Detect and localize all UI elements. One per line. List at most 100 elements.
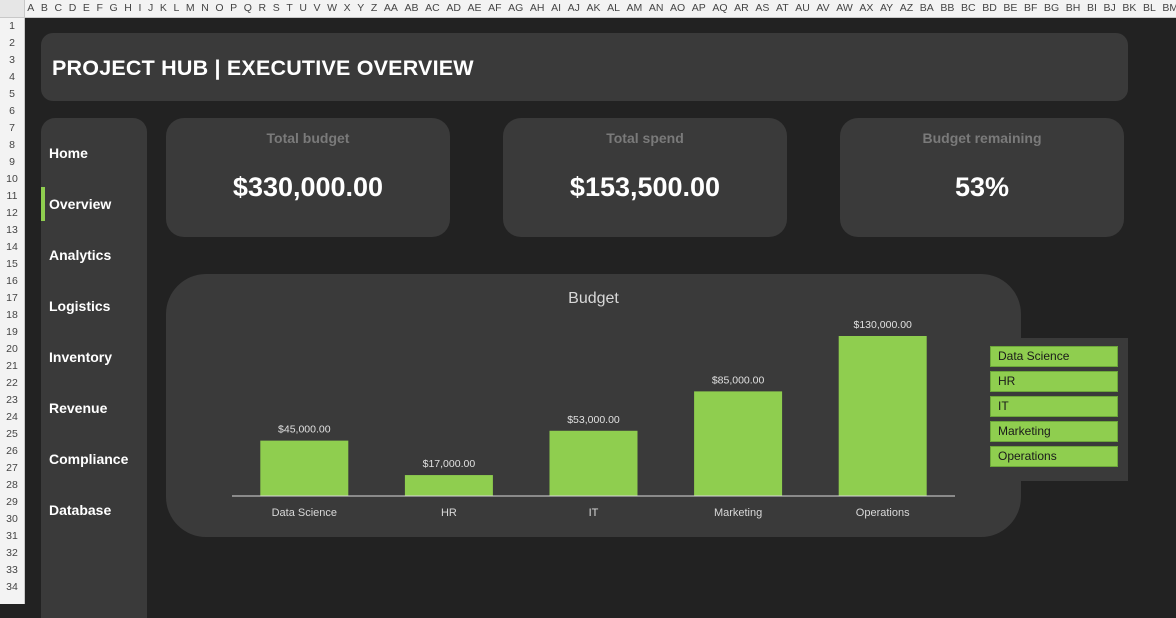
column-header-cell[interactable]: BM <box>1162 2 1176 14</box>
row-header-cell[interactable]: 28 <box>6 479 18 491</box>
column-header-cell[interactable]: G <box>109 2 118 14</box>
column-header-cell[interactable]: Q <box>243 2 252 14</box>
column-header-cell[interactable]: M <box>185 2 195 14</box>
column-header-cell[interactable]: AX <box>859 2 874 14</box>
column-header-cell[interactable]: AW <box>836 2 853 14</box>
column-header-cell[interactable]: AC <box>425 2 440 14</box>
column-header-cell[interactable]: AT <box>775 2 789 14</box>
column-header-cell[interactable]: P <box>230 2 238 14</box>
column-header-cell[interactable]: AO <box>670 2 686 14</box>
nav-item-inventory[interactable]: Inventory <box>49 349 113 365</box>
column-header-cell[interactable]: AB <box>404 2 419 14</box>
chart-legend[interactable]: Data Science HR IT Marketing Operations <box>982 338 1128 481</box>
column-header-cell[interactable]: A <box>27 2 35 14</box>
row-header-cell[interactable]: 31 <box>6 530 18 542</box>
column-header-cell[interactable]: E <box>82 2 90 14</box>
column-header-cell[interactable]: AH <box>529 2 545 14</box>
column-header-cell[interactable]: J <box>147 2 154 14</box>
column-header-cell[interactable]: AP <box>691 2 706 14</box>
nav-item-analytics[interactable]: Analytics <box>49 247 112 263</box>
column-header-cell[interactable]: AL <box>607 2 620 14</box>
column-header-cell[interactable]: AV <box>816 2 830 14</box>
column-header-cell[interactable]: BC <box>961 2 976 14</box>
chart-bar[interactable] <box>549 430 638 496</box>
row-header-cell[interactable]: 17 <box>6 292 18 304</box>
row-header-cell[interactable]: 2 <box>9 37 15 49</box>
chart-bar[interactable] <box>838 336 927 496</box>
nav-item-database[interactable]: Database <box>49 502 112 518</box>
column-header-cell[interactable]: T <box>286 2 293 14</box>
column-header-cell[interactable]: BH <box>1065 2 1081 14</box>
row-header-cell[interactable]: 9 <box>9 156 15 168</box>
column-header-cell[interactable]: V <box>313 2 321 14</box>
column-header-cell[interactable]: BA <box>919 2 934 14</box>
column-header-cell[interactable]: R <box>258 2 267 14</box>
column-header-cell[interactable]: Y <box>357 2 365 14</box>
row-header-cell[interactable]: 4 <box>9 71 15 83</box>
legend-item[interactable]: Marketing <box>990 421 1118 442</box>
row-header-cell[interactable]: 15 <box>6 258 18 270</box>
column-header-cell[interactable]: BB <box>940 2 955 14</box>
column-header-cell[interactable]: AF <box>488 2 502 14</box>
column-header-cell[interactable]: AY <box>879 2 894 14</box>
row-header-cell[interactable]: 20 <box>6 343 18 355</box>
legend-item[interactable]: Data Science <box>990 346 1118 367</box>
column-header-cell[interactable]: N <box>201 2 209 14</box>
row-header-cell[interactable]: 5 <box>9 88 15 100</box>
select-all-corner[interactable] <box>0 0 25 17</box>
row-header-cell[interactable]: 21 <box>6 360 18 372</box>
row-header-cell[interactable]: 12 <box>6 207 18 219</box>
row-header-cell[interactable]: 1 <box>9 20 15 32</box>
column-header-cell[interactable]: AS <box>755 2 770 14</box>
row-header-cell[interactable]: 3 <box>9 54 15 66</box>
column-header-cell[interactable]: AZ <box>899 2 914 14</box>
legend-item[interactable]: Operations <box>990 446 1118 467</box>
row-header-cell[interactable]: 32 <box>6 547 18 559</box>
column-header-cell[interactable]: D <box>68 2 77 14</box>
column-header-cell[interactable]: AN <box>648 2 664 14</box>
column-header-cell[interactable]: BK <box>1122 2 1137 14</box>
column-header-cell[interactable]: W <box>327 2 338 14</box>
nav-item-overview[interactable]: Overview <box>49 196 112 212</box>
row-header-cell[interactable]: 16 <box>6 275 18 287</box>
column-header-cell[interactable]: AK <box>586 2 601 14</box>
column-header-cell[interactable]: B <box>40 2 48 14</box>
row-header-cell[interactable]: 18 <box>6 309 18 321</box>
column-header-cell[interactable]: AE <box>467 2 482 14</box>
row-header-cell[interactable]: 19 <box>6 326 18 338</box>
row-header-cell[interactable]: 8 <box>9 139 15 151</box>
column-header-cell[interactable]: AA <box>383 2 398 14</box>
row-header-cell[interactable]: 34 <box>6 581 18 593</box>
budget-chart-panel[interactable]: Budget $45,000.00 Data Science $17,000.00 H… <box>166 274 1021 537</box>
nav-item-home[interactable]: Home <box>49 145 88 161</box>
chart-bar[interactable] <box>404 475 493 496</box>
column-header-cell[interactable]: L <box>173 2 180 14</box>
nav-item-compliance[interactable]: Compliance <box>49 451 129 467</box>
row-header-cell[interactable]: 25 <box>6 428 18 440</box>
column-header-cell[interactable]: BF <box>1024 2 1038 14</box>
column-header-cell[interactable]: C <box>54 2 63 14</box>
nav-item-logistics[interactable]: Logistics <box>49 298 111 314</box>
legend-item[interactable]: HR <box>990 371 1118 392</box>
nav-item-revenue[interactable]: Revenue <box>49 400 108 416</box>
column-header-cell[interactable]: U <box>299 2 307 14</box>
column-header-cell[interactable]: F <box>96 2 103 14</box>
row-header-cell[interactable]: 33 <box>6 564 18 576</box>
column-header-cell[interactable]: AJ <box>567 2 580 14</box>
column-header-cell[interactable]: AG <box>508 2 524 14</box>
row-header-cell[interactable]: 26 <box>6 445 18 457</box>
legend-item[interactable]: IT <box>990 396 1118 417</box>
chart-bar[interactable] <box>260 440 349 496</box>
column-header-cell[interactable]: AU <box>795 2 810 14</box>
column-header-cell[interactable]: AM <box>626 2 643 14</box>
column-header-cell[interactable]: BD <box>982 2 997 14</box>
chart-bar[interactable] <box>694 391 783 496</box>
row-header-cell[interactable]: 24 <box>6 411 18 423</box>
column-header-cell[interactable]: BG <box>1044 2 1060 14</box>
column-header-cell[interactable]: I <box>138 2 142 14</box>
column-header-cell[interactable]: S <box>272 2 280 14</box>
row-header-cell[interactable]: 30 <box>6 513 18 525</box>
row-header-cell[interactable]: 6 <box>9 105 15 117</box>
row-header-cell[interactable]: 22 <box>6 377 18 389</box>
column-header-cell[interactable]: AR <box>734 2 749 14</box>
